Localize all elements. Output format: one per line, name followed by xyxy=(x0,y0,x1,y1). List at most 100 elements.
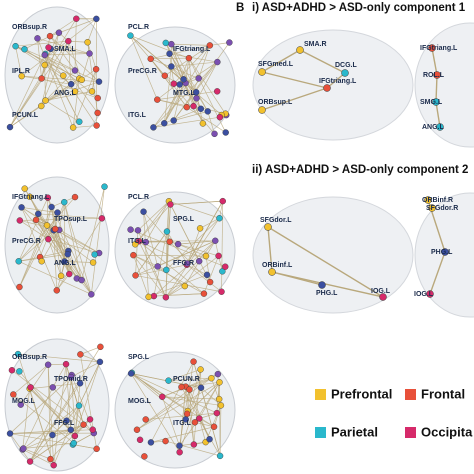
edge xyxy=(46,225,78,279)
node xyxy=(77,351,84,358)
edge xyxy=(53,405,80,466)
node-label: ANG.L xyxy=(54,260,77,267)
node xyxy=(181,282,188,290)
node-label: PCUN.R xyxy=(173,376,200,383)
node xyxy=(214,58,221,66)
node xyxy=(178,383,185,391)
edge xyxy=(19,206,52,288)
node xyxy=(193,95,200,102)
edge xyxy=(74,361,101,437)
edge xyxy=(177,243,207,257)
node xyxy=(296,46,304,54)
edge xyxy=(87,18,97,43)
edge xyxy=(21,207,58,213)
node-label: IFGtriang.L xyxy=(420,45,458,52)
node xyxy=(159,393,166,401)
node xyxy=(197,105,205,113)
edge xyxy=(18,196,76,262)
node xyxy=(214,88,221,95)
edge xyxy=(130,35,190,59)
node xyxy=(162,39,169,47)
node xyxy=(222,263,229,270)
edge xyxy=(22,449,54,466)
node xyxy=(6,430,14,437)
node-label: TPOmid.R xyxy=(54,376,88,383)
node-label: IFGtriang.L xyxy=(12,194,50,201)
edge xyxy=(64,261,94,263)
edge xyxy=(157,266,185,287)
node xyxy=(424,196,432,204)
edge xyxy=(138,241,167,298)
node xyxy=(197,384,205,391)
edge xyxy=(207,111,215,134)
node-label: PHG.L xyxy=(431,249,453,256)
edge xyxy=(91,69,97,92)
node xyxy=(154,263,161,270)
node xyxy=(428,44,436,52)
node xyxy=(12,42,19,50)
edge xyxy=(9,376,72,434)
node xyxy=(38,258,45,265)
node-label: ANG.L xyxy=(54,90,77,97)
node xyxy=(61,198,68,206)
edge xyxy=(80,346,101,355)
edge xyxy=(71,374,95,434)
node xyxy=(43,222,51,229)
node xyxy=(176,449,183,456)
node-label: FFG.R xyxy=(173,260,194,267)
edge xyxy=(50,48,98,114)
edge xyxy=(137,230,167,298)
node xyxy=(206,42,214,49)
node xyxy=(215,252,222,260)
edge xyxy=(148,274,208,298)
edge xyxy=(53,364,67,466)
node xyxy=(197,366,204,373)
edge xyxy=(179,361,194,446)
edge xyxy=(21,75,100,83)
node xyxy=(215,395,223,403)
edge xyxy=(157,90,218,101)
node xyxy=(93,122,100,129)
edge xyxy=(81,186,105,281)
node xyxy=(94,94,101,102)
edge xyxy=(41,78,98,99)
edge xyxy=(18,260,92,295)
node xyxy=(66,270,73,278)
node-label: PCL.R xyxy=(128,24,149,31)
edge xyxy=(185,61,218,84)
node xyxy=(67,80,75,88)
node xyxy=(96,358,104,366)
edge xyxy=(168,369,201,381)
node-label: IOG.L xyxy=(414,291,434,298)
edge xyxy=(217,374,220,400)
edge xyxy=(435,74,438,103)
edge xyxy=(22,405,80,450)
edge xyxy=(35,219,68,255)
node xyxy=(89,259,97,266)
node xyxy=(222,129,229,136)
edge xyxy=(80,354,101,363)
node xyxy=(18,204,25,211)
node xyxy=(93,445,100,453)
node xyxy=(214,370,222,378)
node xyxy=(258,68,266,76)
edge xyxy=(165,440,221,457)
node xyxy=(27,384,34,391)
edge xyxy=(65,364,72,430)
node xyxy=(341,69,349,77)
node xyxy=(78,76,85,84)
legend-swatch xyxy=(315,389,326,400)
node xyxy=(161,120,168,127)
brain-sagittal xyxy=(252,196,414,314)
node xyxy=(426,290,434,298)
legend-label: Prefrontal xyxy=(331,386,392,401)
edge xyxy=(11,369,95,434)
legend-label: Frontal xyxy=(421,386,465,401)
node xyxy=(45,235,52,243)
edge xyxy=(150,426,215,443)
edge xyxy=(50,48,90,54)
brain-sagittal xyxy=(252,29,414,141)
edge xyxy=(188,57,227,116)
node xyxy=(44,194,52,201)
node xyxy=(268,268,276,276)
